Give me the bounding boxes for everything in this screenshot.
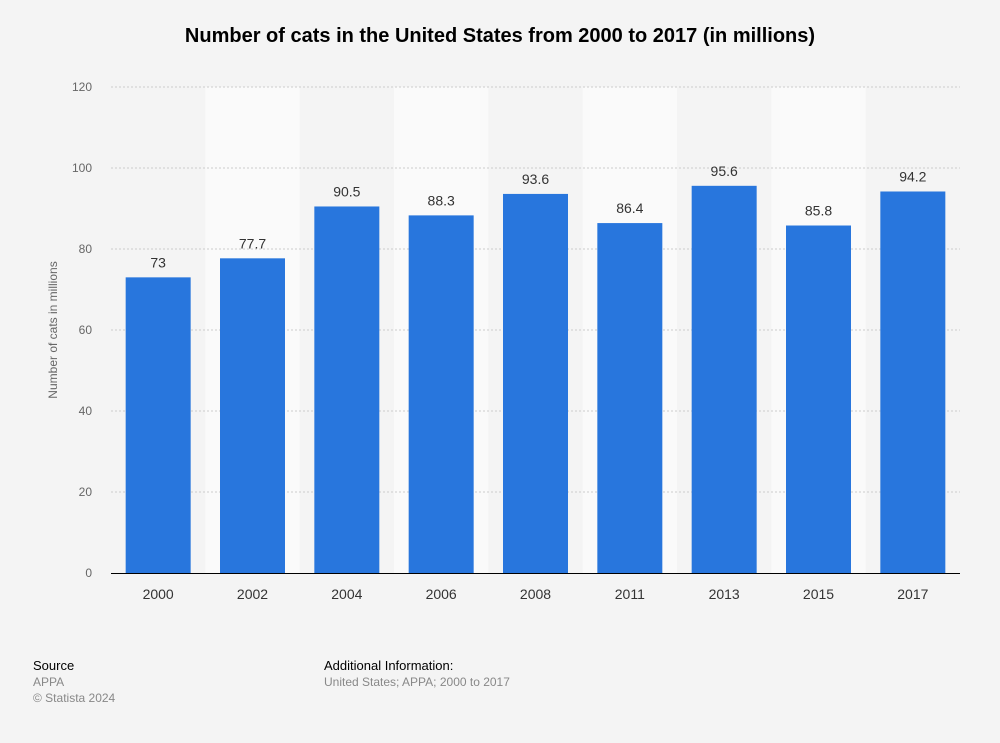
data-label: 95.6: [711, 163, 738, 179]
chart-title: Number of cats in the United States from…: [185, 25, 815, 47]
y-tick-label: 0: [85, 566, 92, 580]
data-label: 85.8: [805, 203, 832, 219]
source-value: APPA: [33, 675, 64, 689]
bar-2017: [880, 191, 946, 574]
bar-2008: [503, 193, 568, 574]
data-label: 86.4: [616, 200, 643, 216]
x-tick-label: 2015: [803, 586, 834, 602]
x-tick-label: 2013: [709, 586, 740, 602]
data-label: 94.2: [899, 168, 926, 184]
y-tick-label: 100: [72, 161, 92, 175]
x-tick-label: 2004: [331, 586, 362, 602]
x-tick-label: 2011: [615, 586, 645, 602]
bar-2004: [314, 206, 380, 573]
bar-2015: [786, 225, 851, 573]
y-axis-label: Number of cats in millions: [46, 261, 60, 398]
bar-2011: [597, 223, 663, 573]
source-heading: Source: [33, 658, 74, 673]
bar-2000: [125, 277, 191, 573]
x-tick-label: 2006: [426, 586, 457, 602]
data-label: 93.6: [522, 171, 549, 187]
data-label: 77.7: [239, 235, 266, 251]
data-label: 90.5: [333, 183, 360, 199]
bar-2013: [691, 185, 757, 573]
x-tick-label: 2008: [520, 586, 551, 602]
y-tick-label: 80: [79, 242, 93, 256]
x-tick-label: 2017: [897, 586, 928, 602]
data-label: 88.3: [428, 192, 455, 208]
additional-info-heading: Additional Information:: [324, 658, 453, 673]
additional-info-value: United States; APPA; 2000 to 2017: [324, 675, 510, 689]
y-tick-label: 60: [79, 323, 93, 337]
y-tick-label: 40: [79, 404, 93, 418]
x-tick-label: 2002: [237, 586, 268, 602]
copyright: © Statista 2024: [33, 691, 116, 705]
data-label: 73: [150, 254, 166, 270]
y-tick-label: 20: [79, 485, 93, 499]
y-tick-label: 120: [72, 80, 92, 94]
bar-2006: [408, 215, 474, 573]
bar-2002: [220, 258, 285, 573]
x-tick-label: 2000: [143, 586, 174, 602]
